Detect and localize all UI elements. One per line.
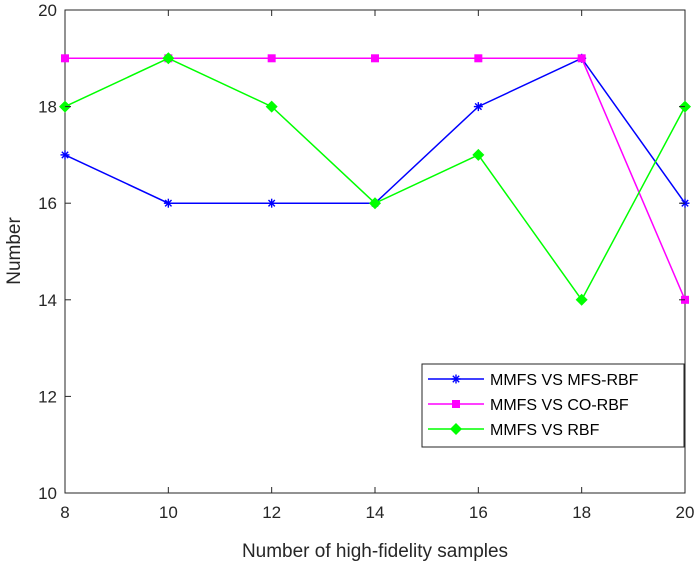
data-point (472, 148, 485, 161)
y-tick-label: 12 (38, 387, 57, 406)
y-tick-label: 18 (38, 98, 57, 117)
data-point (371, 54, 379, 63)
legend-box (421, 363, 685, 448)
legend-entry-label: MMFS VS CO-RBF (490, 397, 629, 414)
data-point (577, 54, 586, 63)
legend-marker (450, 423, 462, 435)
x-tick-label: 16 (469, 503, 488, 522)
data-point (60, 150, 70, 160)
data-point (61, 54, 69, 63)
x-tick-label: 20 (676, 503, 695, 522)
legend: MMFS VS MFS-RBF MMFS VS CO-RBF MMFS VS RBF (421, 363, 685, 448)
legend-entry-label: MMFS VS MFS-RBF (490, 372, 639, 389)
data-point (163, 198, 173, 208)
legend-entry-label: MMFS VS RBF (490, 422, 600, 439)
x-axis-title: Number of high-fidelity samples (242, 541, 508, 562)
x-tick-label: 12 (262, 503, 281, 522)
y-tick-label: 14 (38, 291, 57, 310)
y-axis-title: Number (4, 217, 25, 285)
data-point (267, 198, 277, 208)
x-tick-label: 8 (60, 503, 69, 522)
x-tick-label: 14 (366, 503, 385, 522)
y-tick-label: 16 (38, 194, 57, 213)
x-tick-label: 18 (572, 503, 591, 522)
data-point (473, 102, 483, 112)
data-point (474, 54, 483, 63)
legend-marker (452, 400, 460, 408)
data-point (265, 100, 278, 113)
data-point (267, 54, 276, 63)
x-tick-label: 10 (159, 503, 178, 522)
y-tick-label: 20 (38, 1, 57, 20)
data-point (162, 52, 175, 65)
data-point (369, 197, 381, 210)
y-tick-label: 10 (38, 484, 57, 503)
legend-marker (451, 374, 461, 384)
data-point (575, 293, 588, 306)
